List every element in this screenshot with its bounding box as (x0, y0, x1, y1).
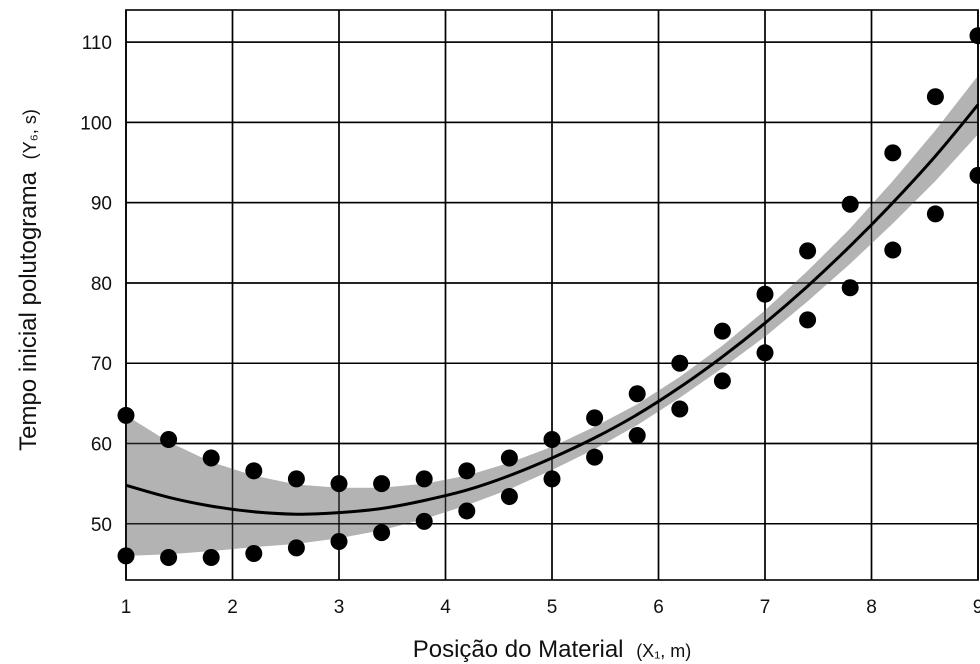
data-points (117, 27, 980, 567)
data-point-upper (671, 354, 689, 372)
data-point-upper (117, 406, 135, 424)
data-point-upper (373, 475, 391, 493)
y-tick-label: 90 (91, 194, 112, 215)
x-axis-title: Posição do Material (X₁, m) (413, 636, 692, 663)
data-point-upper (287, 470, 305, 488)
data-point-upper (543, 431, 561, 449)
y-tick-label: 110 (82, 33, 112, 54)
data-point-lower (799, 311, 817, 329)
data-point-lower (543, 470, 561, 488)
x-tick-label: 9 (973, 597, 980, 618)
y-tick-label: 80 (91, 274, 112, 295)
data-point-lower (926, 205, 944, 223)
x-axis-unit: (X₁, m) (636, 641, 691, 661)
data-point-lower (287, 539, 305, 557)
data-point-lower (373, 524, 391, 542)
data-point-lower (586, 448, 604, 466)
data-point-lower (245, 545, 263, 563)
data-point-upper (799, 242, 817, 260)
y-tick-label: 50 (91, 515, 112, 536)
data-point-lower (500, 488, 518, 506)
data-point-upper (458, 462, 476, 480)
x-axis-label: Posição do Material (413, 636, 624, 663)
x-tick-label: 3 (334, 597, 345, 618)
data-point-upper (884, 144, 902, 162)
data-point-lower (458, 502, 476, 520)
data-point-upper (841, 195, 859, 213)
y-tick-label: 60 (91, 435, 112, 456)
data-point-upper (969, 27, 980, 45)
y-tick-label: 70 (91, 354, 112, 375)
x-tick-label: 7 (760, 597, 771, 618)
x-tick-label: 8 (866, 597, 877, 618)
y-axis-title: Tempo inicial polutograma (Y₆, s) (15, 109, 42, 451)
data-point-upper (713, 322, 731, 340)
data-point-upper (160, 431, 178, 449)
data-point-lower (628, 426, 646, 444)
data-point-upper (330, 475, 348, 493)
data-point-lower (117, 547, 135, 565)
data-point-lower (330, 532, 348, 550)
data-point-upper (202, 449, 220, 467)
data-point-upper (500, 449, 518, 467)
data-point-upper (415, 470, 433, 488)
y-axis-unit: (Y₆, s) (20, 109, 40, 159)
data-point-lower (713, 372, 731, 390)
data-point-upper (628, 385, 646, 403)
data-point-lower (415, 512, 433, 530)
data-point-upper (756, 285, 774, 303)
x-tick-label: 1 (121, 597, 132, 618)
y-tick-labels: 50 60 70 80 90 100 110 (80, 33, 112, 536)
x-tick-label: 2 (227, 597, 238, 618)
x-tick-labels: 1 2 3 4 5 6 7 8 9 (121, 597, 980, 618)
data-point-lower (884, 241, 902, 259)
plot-frame (125, 9, 979, 581)
data-point-lower (969, 166, 980, 184)
data-point-lower (671, 400, 689, 418)
y-axis-label: Tempo inicial polutograma (15, 171, 42, 450)
data-point-lower (756, 344, 774, 362)
data-point-upper (245, 462, 263, 480)
data-point-upper (586, 409, 604, 427)
x-tick-label: 4 (440, 597, 451, 618)
data-point-lower (202, 549, 220, 567)
x-tick-label: 6 (653, 597, 664, 618)
data-point-lower (841, 279, 859, 297)
data-point-lower (160, 549, 178, 567)
x-tick-label: 5 (547, 597, 558, 618)
data-point-upper (926, 88, 944, 106)
y-tick-label: 100 (80, 113, 112, 134)
fit-line (125, 103, 980, 516)
